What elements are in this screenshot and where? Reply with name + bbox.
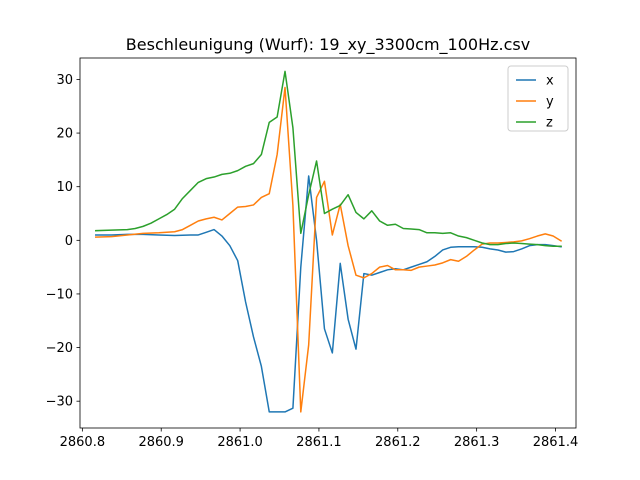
- x-tick-label: 2861.2: [375, 435, 421, 450]
- y-tick-label: 10: [56, 180, 73, 195]
- x-tick-label: 2861.3: [454, 435, 500, 450]
- y-tick-label: −30: [46, 395, 73, 410]
- legend-label-y: y: [546, 95, 554, 110]
- series-layer: [94, 70, 563, 413]
- x-tick-label: 2861.1: [296, 435, 342, 450]
- x-tick-label: 2861.4: [533, 435, 579, 450]
- y-tick-label: 0: [65, 234, 73, 249]
- series-line-x: [95, 175, 562, 413]
- y-tick-label: −20: [46, 341, 73, 356]
- x-tick-label: 2861.0: [217, 435, 263, 450]
- series-line-y: [94, 86, 563, 413]
- legend: xyz: [507, 65, 569, 132]
- chart-title: Beschleunigung (Wurf): 19_xy_3300cm_100H…: [126, 35, 530, 55]
- legend-label-z: z: [546, 116, 553, 131]
- y-tick-label: 30: [56, 73, 73, 88]
- axes-layer: 2860.8 2860.9 2861.0 2861.1 2861.2 2861.3 2861…: [46, 57, 579, 450]
- y-tick-label: 20: [56, 127, 73, 142]
- legend-label-x: x: [546, 74, 554, 89]
- axes-frame: [79, 57, 577, 429]
- y-tick-label: −10: [46, 287, 73, 302]
- legend-box: [507, 65, 569, 132]
- series-line-z: [94, 70, 562, 247]
- x-tick-label: 2860.8: [60, 435, 106, 450]
- x-tick-label: 2860.9: [138, 435, 184, 450]
